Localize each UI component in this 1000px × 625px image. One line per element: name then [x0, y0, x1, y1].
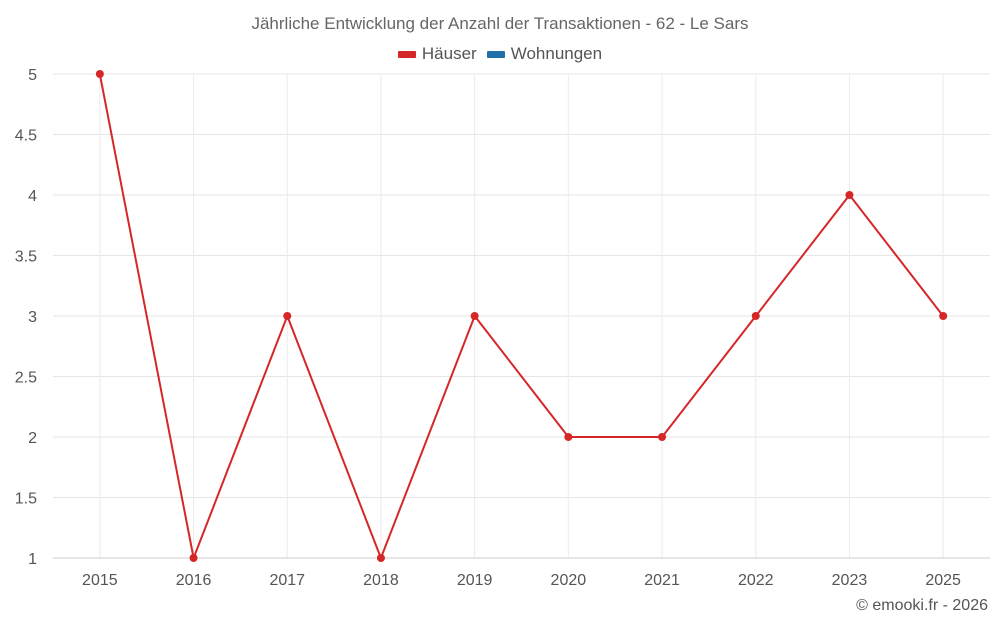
legend-item-wohnungen[interactable]: Wohnungen	[486, 44, 603, 64]
data-point	[376, 554, 385, 562]
y-tick-label: 1.5	[15, 491, 37, 508]
data-point	[658, 433, 667, 441]
data-point	[751, 312, 760, 320]
data-point	[189, 554, 198, 562]
data-point	[564, 433, 573, 441]
y-tick-label: 2	[28, 430, 37, 447]
y-tick-label: 5	[28, 67, 37, 84]
data-point	[283, 312, 292, 320]
y-tick-label: 4	[28, 188, 37, 205]
series-line-haeuser	[98, 73, 944, 559]
x-tick-label: 2015	[82, 572, 118, 589]
data-point	[470, 312, 479, 320]
chart-title: Jährliche Entwicklung der Anzahl der Tra…	[251, 14, 749, 33]
legend-label-wohnungen: Wohnungen	[510, 44, 603, 63]
legend-swatch-wohnungen	[486, 50, 505, 58]
credit-text: © emooki.fr - 2026	[856, 597, 988, 614]
data-point	[95, 70, 104, 78]
y-tick-label: 1	[28, 551, 37, 568]
x-tick-label: 2021	[644, 572, 680, 589]
x-tick-label: 2018	[363, 572, 399, 589]
x-tick-label: 2016	[176, 572, 212, 589]
y-tick-label: 3.5	[15, 249, 37, 266]
legend-swatch-haeuser	[397, 50, 416, 58]
x-tick-label: 2023	[832, 572, 868, 589]
y-tick-label: 3	[28, 309, 37, 326]
y-tick-label: 2.5	[15, 370, 37, 387]
x-tick-label: 2017	[269, 572, 305, 589]
data-point	[939, 312, 948, 320]
legend-label-haeuser: Häuser	[421, 44, 477, 63]
x-tick-label: 2025	[925, 572, 961, 589]
data-point	[845, 191, 854, 199]
x-tick-label: 2019	[457, 572, 493, 589]
y-tick-label: 4.5	[15, 128, 37, 145]
x-tick-label: 2020	[551, 572, 587, 589]
chart-legend: Häuser Wohnungen	[0, 44, 1000, 64]
legend-item-haeuser[interactable]: Häuser	[397, 44, 477, 64]
x-tick-label: 2022	[738, 572, 774, 589]
